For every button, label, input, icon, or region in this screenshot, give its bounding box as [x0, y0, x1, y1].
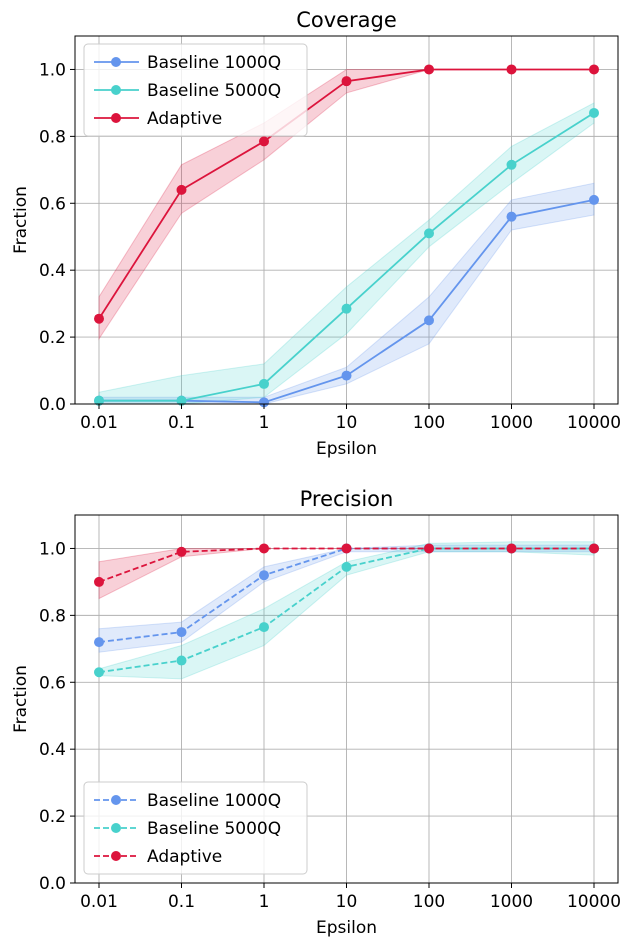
legend-label: Baseline 5000Q: [147, 81, 281, 101]
legend-label: Adaptive: [147, 109, 222, 129]
legend-box: [83, 43, 308, 137]
data-point: [341, 561, 352, 572]
legend-label: Baseline 1000Q: [147, 791, 281, 811]
data-point: [506, 64, 517, 75]
data-point: [341, 76, 352, 87]
data-point: [424, 228, 434, 239]
data-point: [259, 136, 269, 147]
data-point: [176, 627, 187, 638]
chart-panel-1: 0.01 0.1 1 10 100 1000 10000 0.0 0.2 0.4 0.6 0.8 1.0…: [11, 8, 621, 459]
legend-swatch-marker: [111, 57, 121, 67]
y-tick-label: 1.0: [39, 539, 66, 559]
y-tick-label: 0.6: [39, 194, 66, 214]
x-tick-label: 0.01: [80, 892, 118, 912]
data-point: [341, 543, 352, 554]
chart-title: Precision: [300, 487, 394, 511]
y-tick-label: 0.4: [39, 740, 66, 760]
data-point: [176, 184, 187, 195]
y-tick-label: 0.8: [39, 606, 66, 626]
y-tick-label: 1.0: [39, 60, 66, 80]
data-point: [259, 378, 269, 389]
x-tick-label: 10: [336, 892, 358, 912]
x-tick-label: 1000: [490, 892, 533, 912]
legend-box: [83, 781, 308, 875]
chart-title: Coverage: [296, 8, 397, 32]
data-point: [506, 543, 517, 554]
x-tick-label: 10000: [567, 892, 621, 912]
data-point: [341, 303, 352, 314]
chart-panel-2: 0.01 0.1 1 10 100 1000 10000 0.0 0.2 0.4 0.6 0.8 1.0…: [11, 487, 621, 938]
x-tick-label: 1: [259, 413, 270, 433]
data-point: [176, 546, 187, 557]
data-point: [94, 667, 104, 678]
y-tick-label: 0.4: [39, 261, 66, 281]
legend: Baseline 1000Q Baseline 5000Q Adaptive: [83, 781, 308, 875]
data-point: [506, 159, 517, 170]
data-point: [176, 655, 187, 666]
legend-label: Adaptive: [147, 847, 222, 867]
legend-swatch-marker: [111, 851, 121, 861]
x-tick-label: 0.1: [168, 892, 195, 912]
legend-swatch-marker: [111, 85, 121, 95]
data-point: [589, 64, 599, 75]
legend-label: Baseline 5000Q: [147, 819, 281, 839]
data-point: [589, 107, 599, 118]
y-tick-label: 0.0: [39, 395, 66, 415]
data-point: [424, 543, 434, 554]
y-tick-label: 0.8: [39, 127, 66, 147]
legend-label: Baseline 1000Q: [147, 53, 281, 73]
data-point: [94, 637, 104, 648]
data-point: [259, 570, 269, 581]
y-tick-label: 0.0: [39, 874, 66, 894]
y-tick-label: 0.6: [39, 673, 66, 693]
legend-swatch-marker: [111, 113, 121, 123]
data-point: [176, 395, 187, 406]
x-axis-label: Epsilon: [316, 439, 377, 459]
x-tick-label: 0.1: [168, 413, 195, 433]
data-point: [589, 194, 599, 205]
legend: Baseline 1000Q Baseline 5000Q Adaptive: [83, 43, 308, 137]
y-axis-label: Fraction: [11, 186, 31, 254]
data-point: [341, 370, 352, 381]
data-point: [259, 543, 269, 554]
data-point: [506, 211, 517, 222]
data-point: [94, 313, 104, 324]
data-point: [94, 395, 104, 406]
x-axis-label: Epsilon: [316, 918, 377, 938]
x-tick-label: 1: [259, 892, 270, 912]
data-point: [259, 397, 269, 408]
data-point: [259, 622, 269, 633]
y-tick-label: 0.2: [39, 328, 66, 348]
x-tick-label: 0.01: [80, 413, 118, 433]
x-tick-label: 100: [413, 413, 445, 433]
data-point: [94, 576, 104, 587]
x-tick-label: 1000: [490, 413, 533, 433]
y-axis-label: Fraction: [11, 665, 31, 733]
legend-swatch-marker: [111, 823, 121, 833]
data-point: [424, 315, 434, 326]
y-tick-label: 0.2: [39, 807, 66, 827]
x-tick-label: 10000: [567, 413, 621, 433]
x-tick-label: 100: [413, 892, 445, 912]
data-point: [424, 64, 434, 75]
data-point: [589, 543, 599, 554]
x-tick-label: 10: [336, 413, 358, 433]
legend-swatch-marker: [111, 795, 121, 805]
